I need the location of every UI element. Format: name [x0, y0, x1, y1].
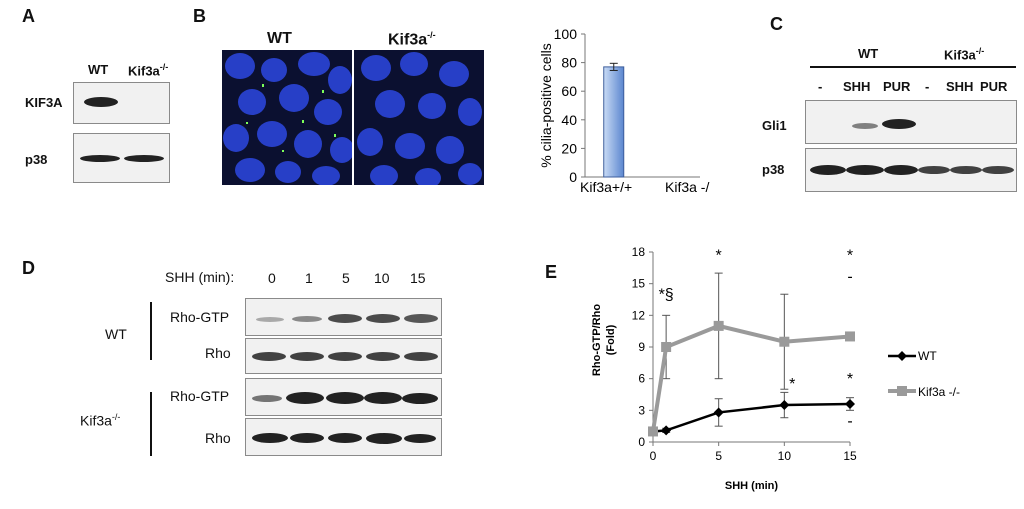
panel-c-row-p38: p38: [762, 162, 785, 177]
line-point: [845, 331, 855, 342]
significance-mark: *: [789, 376, 795, 393]
panel-c-lane-3: PUR: [883, 79, 911, 94]
line-point: [713, 320, 724, 331]
bar-y-axis-label: % cilia-positive cells: [538, 43, 554, 167]
panel-c-letter: C: [770, 14, 783, 34]
panel-b-bar-chart: 0 20 40 60 80 100 Kif3a+/+ Kif3a -/- % cilia-pos…: [538, 26, 710, 195]
panel-d-time-0: 0: [268, 270, 276, 286]
panel-b-title-kif: Kif3a-/-: [388, 30, 436, 49]
panel-c-group-line-wt: [810, 66, 918, 68]
panel-d-time-5: 5: [342, 270, 350, 286]
legend-marker-kif: [897, 386, 907, 396]
line-point: [779, 336, 790, 347]
panel-c-blot-p38: [805, 148, 1017, 192]
panel-c-lane-1: -: [818, 79, 823, 94]
legend-label-kif: Kif3a -/-: [918, 385, 960, 399]
line-y-tick-label: 15: [632, 277, 646, 291]
panel-b-image-wt: [222, 50, 352, 185]
line-y-tick-label: 18: [632, 245, 646, 259]
line-series-1: [651, 323, 851, 432]
panel-b-title-wt: WT: [267, 30, 292, 47]
bar-y-tick-label: 40: [561, 112, 577, 128]
bar-x-tick-label: Kif3a -/-: [665, 179, 710, 195]
panel-d-blot-rhogtp-kif: [245, 378, 442, 416]
legend-marker-wt: [897, 351, 907, 361]
panel-d-label-kif: Kif3a-/-: [80, 412, 121, 429]
panel-d-row-rhogtp-kif: Rho-GTP: [170, 388, 230, 404]
significance-mark: -: [847, 413, 852, 430]
significance-mark: *: [847, 247, 853, 264]
panel-d-blot-rho-wt: [245, 338, 442, 374]
panel-a-blot-kif3a: [73, 82, 170, 124]
line-y-tick-label: 6: [638, 372, 645, 386]
panel-a-col-kif: Kif3a-/-: [128, 62, 169, 79]
panel-b-image-kif: [354, 50, 484, 185]
line-point: [779, 400, 790, 411]
panel-e-line-chart: 0 3 6 9 12 15 18 0 5 10 15 SHH (min) Rho-GTP/Rho (Fol…: [591, 245, 960, 492]
line-point: [648, 426, 658, 437]
panel-d-row-rhogtp-wt: Rho-GTP: [170, 309, 230, 325]
line-y-tick-label: 0: [638, 435, 645, 449]
significance-mark: -: [847, 269, 852, 286]
line-x-tick-label: 10: [778, 449, 792, 463]
panel-c-lane-2: SHH: [843, 79, 871, 94]
significance-mark: *: [716, 247, 722, 264]
panel-d-label-wt: WT: [105, 326, 127, 342]
line-point: [845, 399, 855, 409]
panel-c-lane-4: -: [925, 79, 930, 94]
panel-d-row-rho-kif: Rho: [205, 430, 231, 446]
line-point: [713, 407, 724, 418]
panel-d-time-15: 15: [410, 270, 426, 286]
line-x-tick-label: 0: [650, 449, 657, 463]
panel-c-group-wt: WT: [858, 46, 879, 61]
line-point: [661, 425, 672, 436]
line-y-tick-label: 12: [632, 308, 646, 322]
panel-c-lane-6: PUR: [980, 79, 1008, 94]
panel-a-letter: A: [22, 6, 35, 26]
panel-d-bracket-wt: [150, 302, 152, 360]
panel-c-lane-5: SHH: [946, 79, 974, 94]
bar-y-tick-label: 100: [554, 26, 578, 42]
significance-mark: *§: [659, 287, 674, 304]
panel-e-letter: E: [545, 262, 558, 282]
panel-d-blot-rho-kif: [245, 418, 442, 456]
panel-d-blot-rhogtp-wt: [245, 298, 442, 336]
panel-c-group-line-kif: [916, 66, 1016, 68]
panel-c-blot-gli1: [805, 100, 1017, 144]
bar: [603, 66, 625, 178]
line-x-tick-label: 15: [843, 449, 857, 463]
panel-d-letter: D: [22, 258, 35, 278]
panel-d-time-10: 10: [374, 270, 390, 286]
panel-b-letter: B: [193, 6, 206, 26]
bar-y-tick-label: 80: [561, 55, 577, 71]
line-y-axis-label: Rho-GTP/Rho: [591, 304, 603, 376]
line-x-axis-label: SHH (min): [725, 480, 779, 492]
line-y-axis-label: (Fold): [605, 324, 617, 355]
bar-y-tick-label: 60: [561, 83, 577, 99]
line-x-tick-label: 5: [715, 449, 722, 463]
line-point: [661, 342, 672, 352]
panel-d-bracket-kif: [150, 392, 152, 456]
significance-mark: *: [847, 371, 853, 388]
panel-c-row-gli1: Gli1: [762, 118, 787, 133]
panel-a-col-wt: WT: [88, 62, 109, 77]
bar-y-tick-label: 0: [569, 169, 577, 185]
panel-a-row-kif3a: KIF3A: [25, 95, 63, 110]
legend-label-wt: WT: [918, 349, 937, 363]
panel-a-row-p38: p38: [25, 152, 48, 167]
bar-x-tick-label: Kif3a+/+: [580, 179, 632, 195]
panel-a-blot-p38: [73, 133, 170, 183]
panel-d-header: SHH (min):: [165, 269, 235, 285]
bar-y-tick-label: 20: [561, 140, 577, 156]
line-y-tick-label: 3: [638, 403, 645, 417]
line-series-0: [652, 402, 851, 433]
line-y-tick-label: 9: [638, 340, 645, 354]
panel-c-group-kif: Kif3a-/-: [944, 46, 985, 63]
panel-d-row-rho-wt: Rho: [205, 345, 231, 361]
panel-d-time-1: 1: [305, 270, 313, 286]
